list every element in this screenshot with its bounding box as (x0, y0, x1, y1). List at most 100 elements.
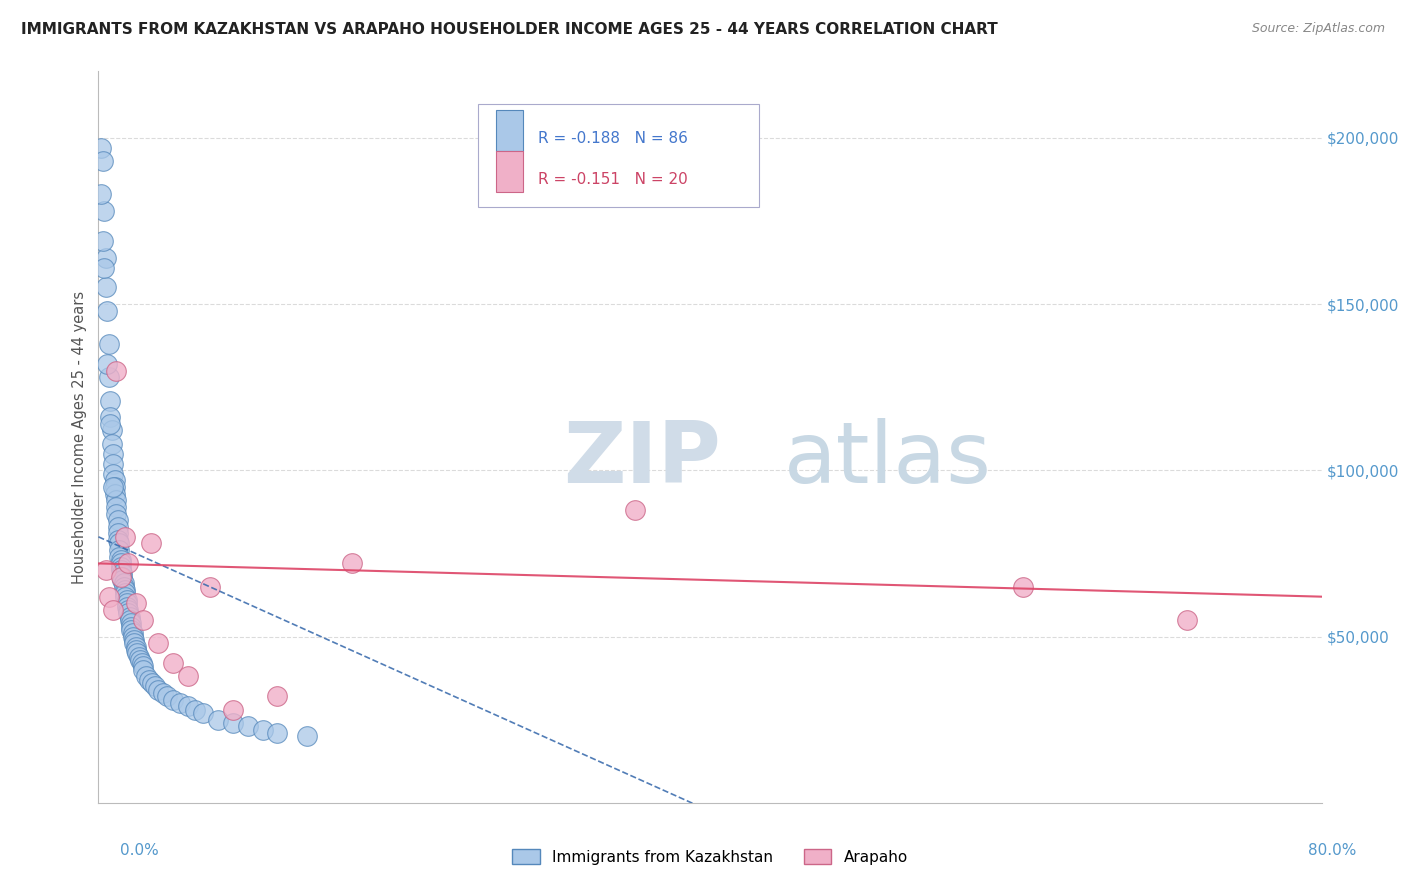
Point (94, 251, 117, 265)
Point (266, 690, 288, 704)
Point (107, 520, 129, 534)
Point (101, 436, 124, 450)
Point (114, 586, 136, 600)
Point (105, 500, 128, 514)
Point (125, 640, 148, 654)
Point (103, 603, 125, 617)
Point (221, 703, 243, 717)
Point (200, 580, 222, 594)
Point (114, 590, 136, 604)
Point (146, 636, 169, 650)
Point (115, 593, 138, 607)
Point (340, 557, 363, 571)
Point (110, 559, 132, 574)
Point (112, 580, 135, 594)
Point (125, 596, 148, 610)
Point (107, 526, 129, 541)
Point (132, 613, 155, 627)
Point (1012, 580, 1035, 594)
Point (122, 632, 145, 647)
Point (120, 623, 142, 637)
Point (103, 447, 125, 461)
FancyBboxPatch shape (478, 104, 759, 207)
Point (252, 723, 274, 737)
Point (117, 557, 139, 571)
Point (115, 599, 138, 614)
Point (132, 663, 155, 677)
Point (98, 417, 121, 431)
Point (135, 669, 157, 683)
Point (101, 424, 124, 438)
Text: 0.0%: 0.0% (120, 843, 159, 858)
Point (108, 549, 131, 564)
Y-axis label: Householder Income Ages 25 - 44 years: Householder Income Ages 25 - 44 years (72, 291, 87, 583)
Point (105, 363, 128, 377)
Point (103, 457, 125, 471)
Point (114, 582, 136, 597)
Point (91, 154, 114, 169)
Point (104, 473, 127, 487)
Point (162, 692, 184, 706)
Point (104, 486, 127, 500)
Point (94, 280, 117, 294)
Point (138, 673, 160, 687)
Text: IMMIGRANTS FROM KAZAKHSTAN VS ARAPAHO HOUSEHOLDER INCOME AGES 25 - 44 YEARS CORR: IMMIGRANTS FROM KAZAKHSTAN VS ARAPAHO HO… (21, 22, 998, 37)
Text: atlas: atlas (783, 417, 991, 500)
Point (108, 536, 131, 550)
Point (90, 187, 112, 202)
Point (104, 480, 127, 494)
Point (98, 393, 121, 408)
Point (120, 616, 142, 631)
Point (117, 607, 139, 621)
Point (117, 603, 139, 617)
Point (169, 696, 191, 710)
Point (91, 234, 114, 248)
Text: R = -0.188   N = 86: R = -0.188 N = 86 (537, 131, 688, 146)
Point (127, 646, 149, 660)
Point (112, 576, 135, 591)
Point (221, 716, 243, 731)
Point (152, 686, 174, 700)
Point (141, 676, 163, 690)
Point (107, 533, 129, 548)
Text: R = -0.151   N = 20: R = -0.151 N = 20 (537, 172, 688, 186)
Point (120, 619, 142, 633)
Point (128, 649, 150, 664)
Point (105, 507, 128, 521)
Point (121, 626, 143, 640)
Point (162, 656, 184, 670)
Point (129, 653, 152, 667)
Point (1177, 613, 1199, 627)
Point (266, 726, 288, 740)
Point (97, 590, 120, 604)
Bar (496, 111, 523, 151)
Point (94, 563, 117, 577)
Point (143, 680, 166, 694)
Point (191, 706, 214, 720)
Point (146, 682, 169, 697)
Point (96, 357, 118, 371)
Point (207, 713, 229, 727)
Point (90, 141, 112, 155)
Point (118, 613, 141, 627)
Point (156, 690, 179, 704)
Point (103, 480, 125, 494)
Point (125, 643, 148, 657)
Point (110, 563, 132, 577)
Point (108, 543, 131, 558)
Point (132, 659, 155, 673)
Text: 80.0%: 80.0% (1309, 843, 1357, 858)
Point (97, 370, 120, 384)
Point (121, 630, 143, 644)
Point (111, 573, 134, 587)
Point (107, 513, 129, 527)
Point (110, 570, 132, 584)
Legend: Immigrants from Kazakhstan, Arapaho: Immigrants from Kazakhstan, Arapaho (512, 849, 908, 864)
Point (105, 493, 128, 508)
Point (131, 656, 153, 670)
Text: ZIP: ZIP (564, 417, 721, 500)
Point (118, 609, 141, 624)
Point (93, 260, 115, 275)
Point (624, 503, 647, 517)
Point (103, 467, 125, 481)
